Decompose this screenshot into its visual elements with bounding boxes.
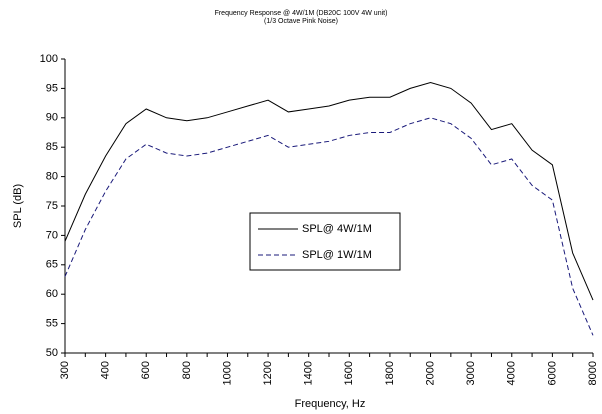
x-tick-label: 1800 (384, 361, 396, 385)
x-tick-label: 6000 (546, 361, 558, 385)
y-tick-label: 50 (46, 347, 58, 359)
legend-box (249, 212, 401, 271)
x-tick-label: 800 (181, 361, 193, 379)
y-tick-label: 60 (46, 288, 58, 300)
chart-subtitle: (1/3 Octave Pink Noise) (264, 18, 338, 25)
y-tick-label: 90 (46, 112, 58, 124)
y-tick-label: 55 (46, 318, 58, 330)
x-axis-label: Frequency, Hz (295, 398, 366, 410)
legend-label: SPL@ 4W/1M (302, 223, 372, 235)
x-tick-label: 600 (140, 361, 152, 379)
x-tick-label: 1000 (221, 361, 233, 385)
y-tick-label: 75 (46, 200, 58, 212)
line-series (64, 117, 594, 336)
y-tick-label: 65 (46, 259, 58, 271)
x-tick-label: 300 (59, 361, 71, 379)
y-axis-label: SPL (dB) (12, 184, 24, 228)
legend-label: SPL@ 1W/1M (302, 249, 372, 261)
y-tick-label: 100 (40, 53, 58, 65)
line-series (64, 81, 594, 301)
y-tick-label: 80 (46, 171, 58, 183)
y-tick-label: 85 (46, 141, 58, 153)
x-tick-label: 2000 (424, 361, 436, 385)
y-tick-label: 95 (46, 82, 58, 94)
x-tick-label: 4000 (506, 361, 518, 385)
x-tick-label: 1200 (262, 361, 274, 385)
x-tick-label: 400 (100, 361, 112, 379)
y-tick-label: 70 (46, 229, 58, 241)
x-tick-label: 3000 (465, 361, 477, 385)
x-tick-label: 1400 (303, 361, 315, 385)
x-tick-label: 8000 (587, 361, 599, 385)
x-tick-label: 1600 (343, 361, 355, 385)
chart-title: Frequency Response @ 4W/1M (DB20C 100V 4… (215, 10, 388, 17)
